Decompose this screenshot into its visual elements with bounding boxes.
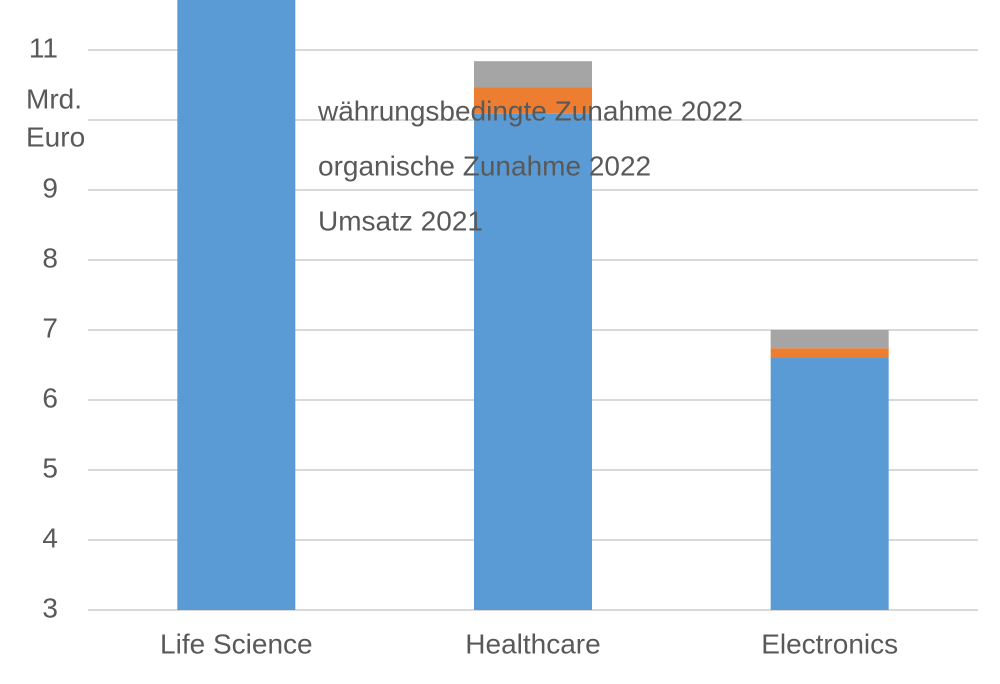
legend-label: währungsbedingte Zunahme 2022 (317, 95, 743, 126)
bar-segment (770, 348, 889, 358)
y-tick-label: 9 (42, 172, 58, 203)
bar-segment (474, 61, 592, 88)
y-tick-label: 3 (42, 592, 58, 623)
bar-segment (474, 113, 592, 610)
y-tick-label: 4 (42, 522, 58, 553)
x-tick-label: Electronics (761, 628, 898, 659)
x-tick-label: Life Science (160, 628, 313, 659)
bar-segment (770, 358, 889, 610)
legend-label: organische Zunahme 2022 (318, 150, 651, 181)
y-tick-label: 7 (42, 312, 58, 343)
bar-segment (770, 330, 889, 349)
x-tick-label: Healthcare (465, 628, 600, 659)
y-tick-label: 8 (42, 242, 58, 273)
bar-segment (474, 87, 592, 114)
y-tick-label: 6 (42, 382, 58, 413)
legend-label: Umsatz 2021 (318, 205, 483, 236)
bar-segment (177, 0, 296, 610)
y-tick-label: 11 (29, 32, 58, 63)
y-axis-unit: Euro (26, 121, 85, 152)
y-axis-unit: Mrd. (26, 83, 82, 114)
y-tick-label: 5 (42, 452, 58, 483)
